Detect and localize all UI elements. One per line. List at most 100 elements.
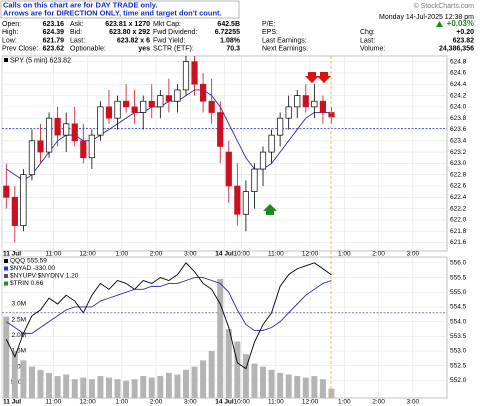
volume-bar <box>63 374 70 398</box>
candle-body <box>200 83 207 102</box>
volume-bar <box>217 278 224 398</box>
quote-label: Fwd Yield: <box>153 37 185 44</box>
line <box>5 262 332 370</box>
quote-table: Open: 623.16 Ask: 623.81 x 1270 Mkt Cap: 642.… <box>2 19 474 53</box>
candle-body <box>20 174 27 226</box>
note-line: Calls on this chart are for DAY TRADE on… <box>3 0 157 9</box>
y2-tick-label: 500K <box>11 379 27 386</box>
x-tick-label: 11:00 <box>45 251 61 258</box>
quote-label: Open: <box>2 21 21 28</box>
volume-bar <box>225 329 232 398</box>
legend-swatch <box>4 58 8 62</box>
legend-swatch <box>4 274 8 278</box>
x-tick-label: 1:00 <box>115 399 128 406</box>
quote-value: 621.79 <box>43 37 65 44</box>
y2-tick-label: 3.0M <box>12 301 26 308</box>
y-tick-label: 624.4 <box>450 81 467 88</box>
quote-value: 642.5B <box>217 21 240 28</box>
quote-label: Volume: <box>360 46 385 53</box>
note-box <box>0 0 240 19</box>
volume-bar <box>37 369 44 398</box>
volume-bar <box>54 376 61 398</box>
quote-label: Chg: <box>360 29 375 36</box>
quote-value: yes <box>138 46 150 53</box>
quote-value: 6.72255 <box>215 29 240 36</box>
candle-body <box>268 134 275 153</box>
y-tick-label: 624.2 <box>450 92 467 99</box>
volume-bar <box>11 351 18 398</box>
volume-bar <box>80 377 87 398</box>
y2-tick-label: 1.5M <box>12 348 26 355</box>
y-tick-label: 624.8 <box>450 58 467 65</box>
volume-bar <box>260 366 267 398</box>
legend-label: QQQ 555.59 <box>10 258 47 265</box>
y-tick-label: 622.6 <box>450 183 467 190</box>
quote-label: Last: <box>360 37 375 44</box>
legend-label: $NYAD -330.00 <box>10 265 55 272</box>
volume-bar <box>200 360 207 398</box>
volume-bar <box>328 388 335 398</box>
volume-bar <box>294 376 301 398</box>
y-tick-label: 624.6 <box>450 70 467 77</box>
x-tick-label: 3:00 <box>406 251 419 258</box>
quote-label: Last: <box>70 37 85 44</box>
candle-body <box>217 112 224 147</box>
change-percent: +0.03% <box>447 19 474 28</box>
watermark: © StockCharts.com <box>414 2 475 10</box>
candle-body <box>71 123 78 142</box>
quote-value: 623.16 <box>43 21 65 28</box>
quote-value: 24,386,356 <box>439 46 474 53</box>
x-tick-label: 12:00 <box>79 399 96 406</box>
quote-label: Optionable: <box>70 46 106 53</box>
quote-label: P/E: <box>262 21 275 28</box>
note-line: Arrows are for DIRECTION ONLY, time and … <box>3 8 222 17</box>
volume-bar <box>191 366 198 398</box>
volume-bar <box>140 376 147 398</box>
y-tick-label: 623.6 <box>450 126 467 133</box>
quote-label: High: <box>2 29 18 36</box>
legend-swatch <box>4 281 8 286</box>
volume-bar <box>242 354 249 398</box>
quote-value: +0.20 <box>456 29 474 36</box>
volume-bar <box>105 377 112 398</box>
x-tick-label: 14 Jul <box>215 399 234 406</box>
volume-bar <box>311 376 318 398</box>
y2-tick-label: 2.5M <box>12 316 26 323</box>
candle-body <box>191 61 198 85</box>
candle-body <box>328 112 335 118</box>
y-tick-label: 623.2 <box>450 149 467 156</box>
volume-bar <box>174 374 181 398</box>
y2-tick-label: 2.0M <box>12 332 26 339</box>
y-tick-label: 622.0 <box>450 217 467 224</box>
legend-label: $NYUPV:$NYDNV 1.20 <box>10 273 79 280</box>
volume-bar <box>277 372 284 398</box>
candle-body <box>174 89 181 102</box>
y-tick-label: 555.0 <box>450 289 467 296</box>
quote-label: Ask: <box>70 21 84 28</box>
candle-body <box>277 117 284 136</box>
volume-bar <box>3 316 10 398</box>
quote-value: 70.3 <box>226 46 240 53</box>
x-tick-label: 1:00 <box>338 399 351 406</box>
quote-label: Next Earnings: <box>262 46 308 53</box>
down-arrow <box>317 72 331 83</box>
x-tick-label: 2:00 <box>372 251 385 258</box>
y-tick-label: 553.5 <box>450 333 467 340</box>
y-tick-label: 554.5 <box>450 304 467 311</box>
candle-body <box>114 100 121 119</box>
quote-label: Bid: <box>70 29 82 36</box>
volume-bar <box>148 377 155 398</box>
quote-value: 623.82 x 6 <box>117 37 150 44</box>
candle-body <box>242 191 249 215</box>
quote-label: Low: <box>2 37 17 44</box>
candle-body <box>131 106 138 113</box>
y-tick-label: 554.0 <box>450 318 467 325</box>
x-tick-label: 3:00 <box>184 399 197 406</box>
quote-label: EPS: <box>262 29 278 36</box>
y-tick-label: 555.5 <box>450 274 467 281</box>
x-tick-label: 10:00 <box>233 251 250 258</box>
quote-label: Prev Close: <box>2 46 38 53</box>
candle-body <box>88 134 95 159</box>
date: Monday 14-Jul-2025 12:38 pm <box>379 14 474 21</box>
up-triangle <box>436 21 443 27</box>
